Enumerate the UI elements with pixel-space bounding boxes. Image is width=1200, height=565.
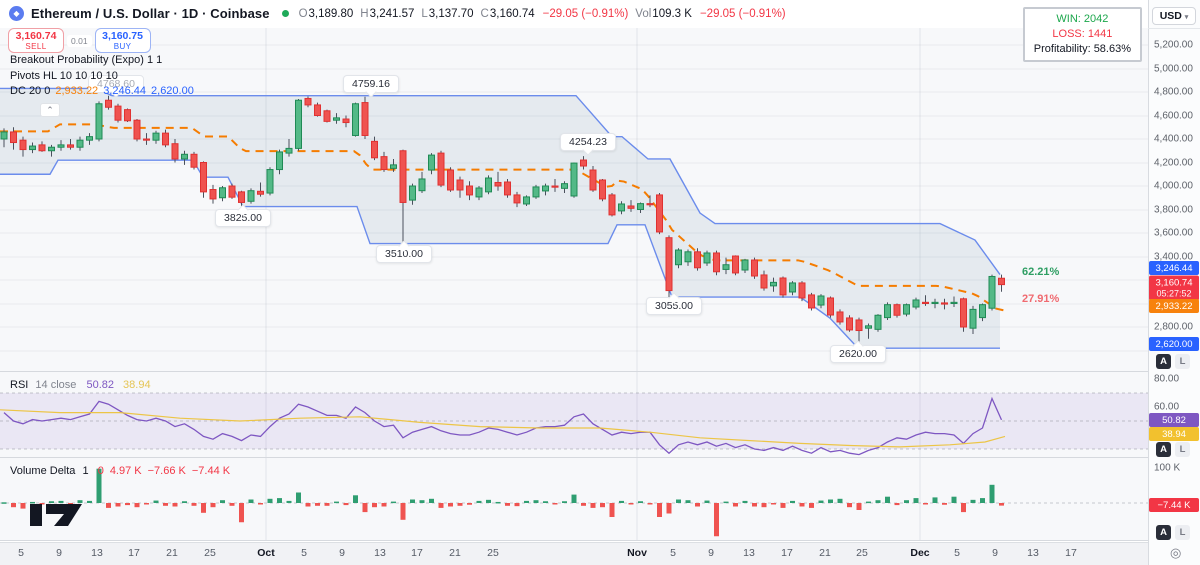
log-scale-button[interactable]: L — [1175, 442, 1190, 457]
time-tick: 5 — [670, 547, 676, 559]
time-tick: 9 — [339, 547, 345, 559]
rsi-ma-value: 38.94 — [123, 379, 151, 391]
time-tick: 17 — [411, 547, 423, 559]
time-tick: 9 — [992, 547, 998, 559]
auto-scale-button[interactable]: A — [1156, 525, 1171, 540]
indicator-donchian[interactable]: DC 20 0 2,933.22 3,246.44 2,620.00 — [10, 84, 194, 100]
symbol-title[interactable]: Ethereum / U.S. Dollar · 1D · Coinbase — [31, 6, 270, 21]
profitability-value: Profitability: 58.63% — [1033, 43, 1131, 55]
go-to-date-icon[interactable]: ◎ — [1170, 545, 1182, 560]
donchian-value: 2,620.00 — [151, 85, 194, 97]
win-count: WIN: 2042 — [1056, 13, 1109, 25]
time-tick: 17 — [128, 547, 140, 559]
indicator-breakout-probability[interactable]: Breakout Probability (Expo) 1 1 — [10, 54, 163, 66]
ohlc-item: Vol109.3 K — [635, 7, 692, 20]
price-axis[interactable] — [1148, 0, 1200, 565]
sell-label: SELL — [25, 42, 47, 51]
time-tick: Nov — [627, 547, 647, 559]
rsi-title: RSI — [10, 379, 29, 391]
time-tick: 9 — [56, 547, 62, 559]
time-tick: 17 — [781, 547, 793, 559]
ohlc-item: C3,160.74 — [480, 7, 535, 20]
win-loss-stats: WIN: 2042 LOSS: 1441 Profitability: 58.6… — [1022, 7, 1142, 62]
time-tick: 13 — [743, 547, 755, 559]
ethereum-icon: ◆ — [9, 6, 24, 21]
time-tick: 5 — [301, 547, 307, 559]
chevron-down-icon: ▾ — [1184, 14, 1189, 21]
currency-label: USD — [1159, 10, 1182, 22]
ohlc-item: −29.05 (−0.91%) — [699, 7, 786, 20]
ohlc-item: −29.05 (−0.91%) — [542, 7, 629, 20]
volume-delta-value: 0 — [97, 465, 104, 477]
volume-delta-title: Volume Delta — [10, 465, 76, 477]
donchian-values: 2,933.22 3,246.44 2,620.00 — [50, 85, 193, 97]
log-scale-button[interactable]: L — [1175, 525, 1190, 540]
time-tick: 9 — [708, 547, 714, 559]
time-tick: 21 — [166, 547, 178, 559]
donchian-value: 2,933.22 — [55, 85, 99, 97]
axis-divider — [1148, 28, 1200, 29]
sell-button[interactable]: 3,160.74 SELL — [8, 28, 64, 53]
indicator-pivots-hl[interactable]: Pivots HL 10 10 10 10 — [10, 69, 118, 82]
time-tick: 5 — [954, 547, 960, 559]
time-tick: Oct — [257, 547, 275, 559]
volume-delta-value: −7.44 K — [191, 465, 231, 477]
symbol-header: ◆ Ethereum / U.S. Dollar · 1D · Coinbase… — [0, 0, 1148, 27]
ohlc-legend: O3,189.80 H3,241.57 L3,137.70 C3,160.74 −29.… — [299, 8, 786, 20]
volume-delta-values: 0 4.97 K −7.66 K −7.44 K — [92, 465, 230, 477]
loss-count: LOSS: 1441 — [1052, 28, 1113, 40]
time-tick: 25 — [204, 547, 216, 559]
ohlc-item: H3,241.57 — [360, 7, 415, 20]
time-tick: 21 — [449, 547, 461, 559]
sell-price: 3,160.74 — [15, 30, 57, 42]
rsi-params: 14 close — [35, 379, 77, 391]
indicator-legend: Breakout Probability (Expo) 1 1 Pivots H… — [10, 53, 194, 100]
ohlc-item: L3,137.70 — [421, 7, 474, 20]
order-panel: 3,160.74 SELL 0.01 3,160.75 BUY — [8, 28, 151, 53]
time-tick: 13 — [374, 547, 386, 559]
time-axis[interactable]: 5 9 13 17 21 25 Oct 5 9 13 17 21 25 Nov 5 9 13 17 21 25 Dec 5… — [0, 542, 1148, 565]
volume-delta-legend[interactable]: Volume Delta 1 0 4.97 K −7.66 K −7.44 K — [10, 465, 230, 477]
spread-value: 0.01 — [67, 34, 92, 47]
vol-scale-buttons: A L — [1156, 525, 1190, 540]
tradingview-logo[interactable] — [28, 502, 86, 528]
auto-scale-button[interactable]: A — [1156, 354, 1171, 369]
buy-label: BUY — [113, 42, 132, 51]
rsi-value: 50.82 — [86, 379, 114, 391]
time-tick: 5 — [18, 547, 24, 559]
ohlc-item: O3,189.80 — [298, 7, 354, 20]
log-scale-button[interactable]: L — [1175, 354, 1190, 369]
buy-price: 3,160.75 — [102, 30, 143, 42]
main-scale-buttons: A L — [1156, 354, 1190, 369]
legend-collapse-button[interactable]: ⌃ — [40, 103, 60, 117]
time-tick: 13 — [1027, 547, 1039, 559]
volume-delta-params: 1 — [82, 465, 89, 477]
currency-selector[interactable]: USD ▾ — [1152, 7, 1196, 25]
time-tick: 25 — [856, 547, 868, 559]
market-status-icon — [281, 10, 289, 17]
time-tick: Dec — [910, 547, 930, 559]
time-tick: 21 — [819, 547, 831, 559]
rsi-legend[interactable]: RSI 14 close 50.82 38.94 — [10, 379, 151, 391]
buy-button[interactable]: 3,160.75 BUY — [94, 28, 151, 53]
volume-delta-value: 4.97 K — [109, 465, 142, 477]
time-tick: 13 — [91, 547, 103, 559]
time-tick: 17 — [1065, 547, 1077, 559]
time-tick: 25 — [487, 547, 499, 559]
donchian-name: DC 20 0 — [10, 85, 51, 97]
volume-delta-value: −7.66 K — [147, 465, 186, 477]
auto-scale-button[interactable]: A — [1156, 442, 1171, 457]
donchian-value: 3,246.44 — [103, 85, 147, 97]
rsi-scale-buttons: A L — [1156, 442, 1190, 457]
